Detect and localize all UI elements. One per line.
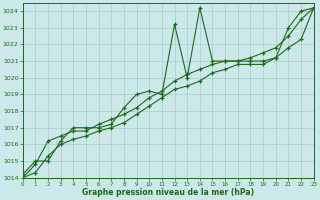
X-axis label: Graphe pression niveau de la mer (hPa): Graphe pression niveau de la mer (hPa) <box>82 188 254 197</box>
